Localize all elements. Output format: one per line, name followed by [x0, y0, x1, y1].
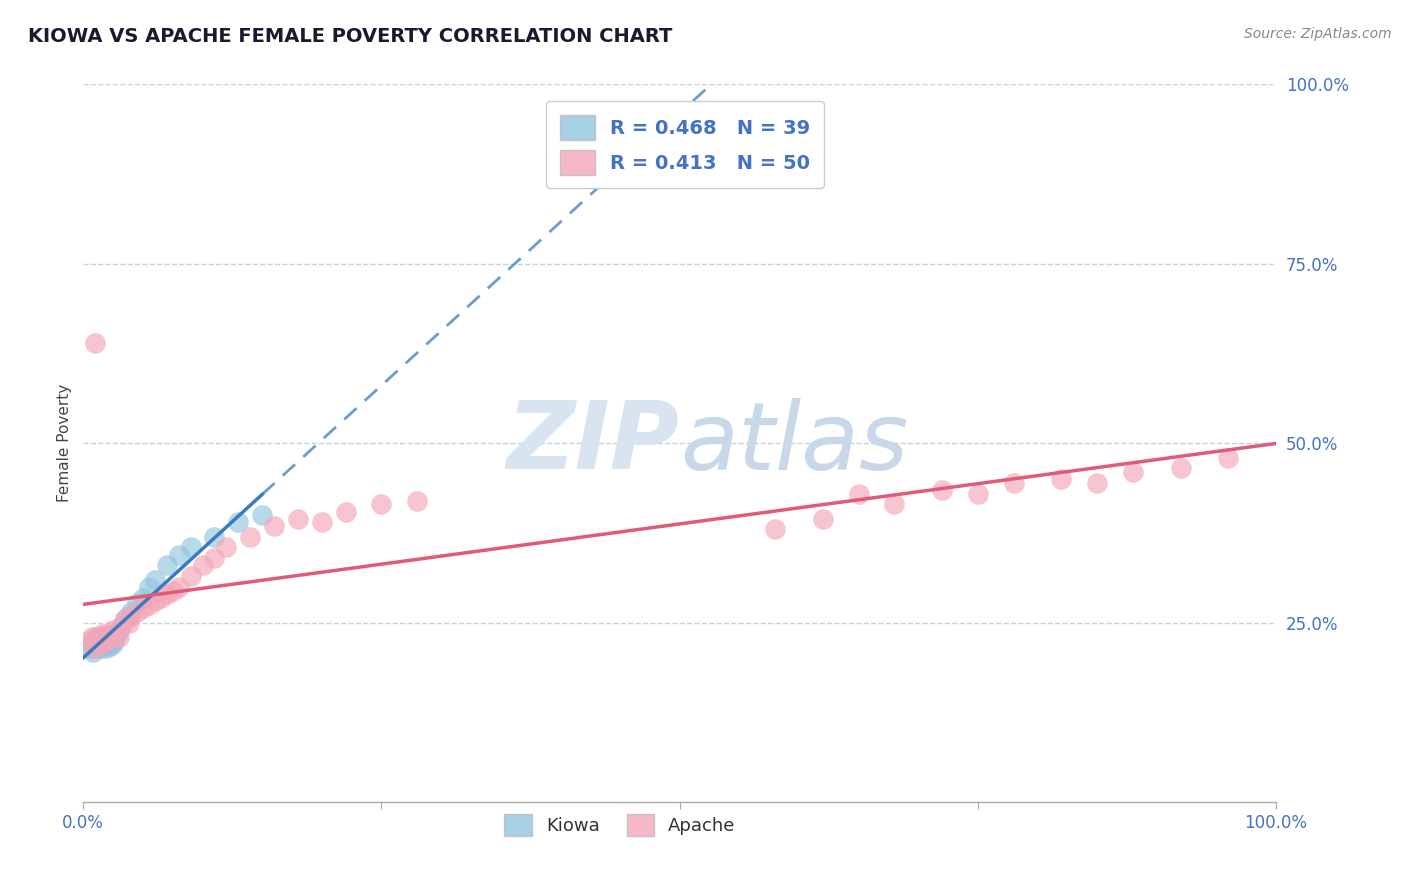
Point	[311, 516, 333, 530]
Point	[97, 633, 120, 648]
Point	[83, 640, 105, 655]
Point	[132, 601, 155, 615]
Point	[94, 633, 117, 648]
Point	[98, 632, 121, 646]
Point	[101, 637, 124, 651]
Point	[94, 640, 117, 655]
Point	[83, 633, 105, 648]
Point	[101, 623, 124, 637]
Point	[91, 626, 114, 640]
Point	[287, 512, 309, 526]
Point	[763, 523, 786, 537]
Text: atlas: atlas	[679, 398, 908, 489]
Point	[114, 612, 136, 626]
Point	[86, 630, 108, 644]
Point	[94, 633, 117, 648]
Point	[215, 541, 238, 555]
Point	[98, 639, 121, 653]
Point	[105, 626, 128, 640]
Point	[110, 619, 132, 633]
Point	[125, 596, 148, 610]
Text: ZIP: ZIP	[506, 397, 679, 490]
Point	[931, 483, 953, 497]
Legend: Kiowa, Apache: Kiowa, Apache	[498, 807, 742, 844]
Point	[335, 504, 357, 518]
Y-axis label: Female Poverty: Female Poverty	[58, 384, 72, 502]
Point	[143, 594, 166, 608]
Point	[89, 632, 111, 646]
Point	[82, 644, 104, 658]
Text: Source: ZipAtlas.com: Source: ZipAtlas.com	[1244, 27, 1392, 41]
Point	[848, 486, 870, 500]
Point	[1002, 475, 1025, 490]
Point	[80, 630, 103, 644]
Point	[120, 605, 142, 619]
Point	[180, 541, 202, 555]
Point	[138, 598, 160, 612]
Point	[96, 637, 118, 651]
Point	[811, 512, 834, 526]
Point	[138, 580, 160, 594]
Point	[110, 619, 132, 633]
Point	[1170, 461, 1192, 475]
Point	[114, 612, 136, 626]
Point	[156, 558, 179, 573]
Point	[84, 637, 107, 651]
Point	[149, 591, 172, 605]
Point	[1085, 475, 1108, 490]
Point	[94, 630, 117, 644]
Point	[204, 530, 226, 544]
Point	[204, 551, 226, 566]
Point	[87, 636, 110, 650]
Point	[104, 626, 127, 640]
Point	[84, 640, 107, 655]
Point	[156, 587, 179, 601]
Point	[117, 615, 139, 630]
Point	[125, 605, 148, 619]
Point	[167, 548, 190, 562]
Point	[132, 591, 155, 605]
Point	[117, 608, 139, 623]
Point	[93, 630, 115, 644]
Point	[91, 637, 114, 651]
Point	[108, 623, 131, 637]
Point	[406, 493, 429, 508]
Point	[96, 626, 118, 640]
Point	[86, 639, 108, 653]
Point	[191, 558, 214, 573]
Point	[87, 630, 110, 644]
Point	[228, 516, 250, 530]
Point	[120, 608, 142, 623]
Point	[263, 519, 285, 533]
Point	[84, 335, 107, 350]
Point	[1218, 450, 1240, 465]
Point	[90, 640, 112, 655]
Point	[86, 633, 108, 648]
Point	[143, 573, 166, 587]
Point	[239, 530, 262, 544]
Point	[90, 633, 112, 648]
Text: KIOWA VS APACHE FEMALE POVERTY CORRELATION CHART: KIOWA VS APACHE FEMALE POVERTY CORRELATI…	[28, 27, 672, 45]
Point	[1122, 465, 1144, 479]
Point	[1050, 472, 1073, 486]
Point	[180, 569, 202, 583]
Point	[77, 640, 100, 655]
Point	[162, 583, 184, 598]
Point	[84, 633, 107, 648]
Point	[77, 633, 100, 648]
Point	[883, 497, 905, 511]
Point	[80, 637, 103, 651]
Point	[967, 486, 990, 500]
Point	[108, 630, 131, 644]
Point	[250, 508, 273, 523]
Point	[100, 630, 122, 644]
Point	[103, 633, 125, 648]
Point	[90, 637, 112, 651]
Point	[167, 580, 190, 594]
Point	[370, 497, 392, 511]
